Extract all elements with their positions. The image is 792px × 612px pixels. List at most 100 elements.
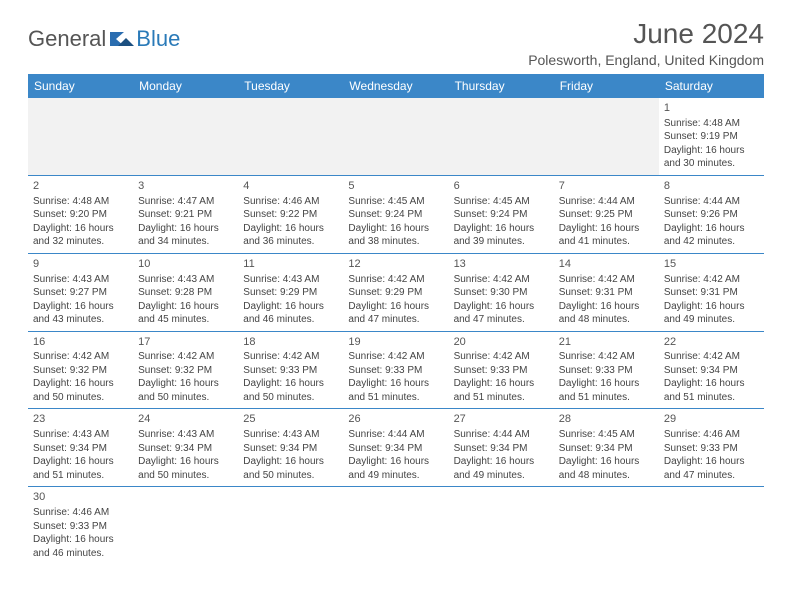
sunset-line: Sunset: 9:34 PM (33, 442, 128, 456)
daylight-line-1: Daylight: 16 hours (348, 377, 443, 391)
calendar-cell: 9Sunrise: 4:43 AMSunset: 9:27 PMDaylight… (28, 253, 133, 331)
day-number: 1 (664, 101, 759, 116)
sunrise-line: Sunrise: 4:42 AM (454, 273, 549, 287)
calendar-week-row: 23Sunrise: 4:43 AMSunset: 9:34 PMDayligh… (28, 409, 764, 487)
daylight-line-2: and 51 minutes. (348, 391, 443, 405)
calendar-cell: 20Sunrise: 4:42 AMSunset: 9:33 PMDayligh… (449, 331, 554, 409)
sunset-line: Sunset: 9:32 PM (33, 364, 128, 378)
sunset-line: Sunset: 9:33 PM (348, 364, 443, 378)
month-title: June 2024 (528, 18, 764, 50)
calendar-week-row: 16 Sunrise: 4:42 AM Sunset: 9:32 PM Dayligh… (28, 331, 764, 409)
day-number: 29 (664, 412, 759, 427)
daylight-line-1: Daylight: 16 hours (33, 300, 128, 314)
calendar-cell: 26Sunrise: 4:44 AMSunset: 9:34 PMDayligh… (343, 409, 448, 487)
day-number: 8 (664, 179, 759, 194)
day-number: 15 (664, 257, 759, 272)
calendar-cell: 13Sunrise: 4:42 AMSunset: 9:30 PMDayligh… (449, 253, 554, 331)
daylight-line-1: Daylight: 16 hours (664, 377, 759, 391)
day-number: 30 (33, 490, 128, 505)
calendar-cell: 10Sunrise: 4:43 AMSunset: 9:28 PMDayligh… (133, 253, 238, 331)
day-number: 25 (243, 412, 338, 427)
calendar-cell: 27Sunrise: 4:44 AMSunset: 9:34 PMDayligh… (449, 409, 554, 487)
daylight-line-2: and 50 minutes. (33, 391, 128, 405)
sunrise-line: Sunrise: 4:43 AM (138, 428, 233, 442)
daylight-line-2: and 47 minutes. (454, 313, 549, 327)
sunrise-line: Sunrise: 4:43 AM (33, 273, 128, 287)
daylight-line-2: and 51 minutes. (33, 469, 128, 483)
daylight-line-2: and 36 minutes. (243, 235, 338, 249)
daylight-line-1: Daylight: 16 hours (243, 222, 338, 236)
daylight-line-1: Daylight: 16 hours (664, 144, 759, 158)
sunset-line: Sunset: 9:29 PM (243, 286, 338, 300)
sunrise-line: Sunrise: 4:43 AM (243, 428, 338, 442)
calendar-cell: 28Sunrise: 4:45 AMSunset: 9:34 PMDayligh… (554, 409, 659, 487)
daylight-line-1: Daylight: 16 hours (138, 300, 233, 314)
daylight-line-1: Daylight: 16 hours (33, 533, 128, 547)
calendar-cell (343, 98, 448, 175)
calendar-cell (28, 98, 133, 175)
sunrise-line: Sunrise: 4:42 AM (454, 350, 549, 364)
calendar-cell: 5Sunrise: 4:45 AMSunset: 9:24 PMDaylight… (343, 175, 448, 253)
calendar-table: SundayMondayTuesdayWednesdayThursdayFrid… (28, 74, 764, 564)
daylight-line-2: and 46 minutes. (243, 313, 338, 327)
day-number: 28 (559, 412, 654, 427)
daylight-line-1: Daylight: 16 hours (559, 300, 654, 314)
calendar-header-row: SundayMondayTuesdayWednesdayThursdayFrid… (28, 74, 764, 98)
daylight-line-1: Daylight: 16 hours (454, 377, 549, 391)
sunrise-line: Sunrise: 4:42 AM (348, 350, 443, 364)
sunrise-line: Sunrise: 4:48 AM (664, 117, 759, 131)
sunset-line: Sunset: 9:34 PM (454, 442, 549, 456)
daylight-line-2: and 48 minutes. (559, 469, 654, 483)
calendar-cell: 23Sunrise: 4:43 AMSunset: 9:34 PMDayligh… (28, 409, 133, 487)
daylight-line-2: and 45 minutes. (138, 313, 233, 327)
sunrise-line: Sunrise: 4:45 AM (348, 195, 443, 209)
day-number: 10 (138, 257, 233, 272)
sunrise-line: Sunrise: 4:43 AM (138, 273, 233, 287)
sunset-line: Sunset: 9:21 PM (138, 208, 233, 222)
day-header: Sunday (28, 74, 133, 98)
daylight-line-2: and 34 minutes. (138, 235, 233, 249)
sunrise-line: Sunrise: 4:42 AM (559, 273, 654, 287)
daylight-line-2: and 48 minutes. (559, 313, 654, 327)
daylight-line-1: Daylight: 16 hours (348, 300, 443, 314)
calendar-cell: 4Sunrise: 4:46 AMSunset: 9:22 PMDaylight… (238, 175, 343, 253)
day-number: 11 (243, 257, 338, 272)
daylight-line-1: Daylight: 16 hours (559, 455, 654, 469)
daylight-line-1: Daylight: 16 hours (559, 222, 654, 236)
daylight-line-1: Daylight: 16 hours (138, 455, 233, 469)
calendar-cell (133, 98, 238, 175)
day-number: 3 (138, 179, 233, 194)
day-header: Wednesday (343, 74, 448, 98)
calendar-cell: 18Sunrise: 4:42 AMSunset: 9:33 PMDayligh… (238, 331, 343, 409)
sunset-line: Sunset: 9:33 PM (664, 442, 759, 456)
calendar-cell: 29Sunrise: 4:46 AMSunset: 9:33 PMDayligh… (659, 409, 764, 487)
brand-logo: General Blue (28, 18, 180, 52)
sunrise-line: Sunrise: 4:45 AM (559, 428, 654, 442)
day-number: 19 (348, 335, 443, 350)
title-block: June 2024 Polesworth, England, United Ki… (528, 18, 764, 68)
sunset-line: Sunset: 9:34 PM (243, 442, 338, 456)
calendar-cell: 11Sunrise: 4:43 AMSunset: 9:29 PMDayligh… (238, 253, 343, 331)
sunrise-line: Sunrise: 4:48 AM (33, 195, 128, 209)
day-number: 12 (348, 257, 443, 272)
calendar-cell: 25Sunrise: 4:43 AMSunset: 9:34 PMDayligh… (238, 409, 343, 487)
day-header: Friday (554, 74, 659, 98)
calendar-cell: 1Sunrise: 4:48 AMSunset: 9:19 PMDaylight… (659, 98, 764, 175)
day-number: 9 (33, 257, 128, 272)
calendar-cell: 22Sunrise: 4:42 AMSunset: 9:34 PMDayligh… (659, 331, 764, 409)
calendar-cell: 16Sunrise: 4:42 AMSunset: 9:32 PMDayligh… (28, 331, 133, 409)
daylight-line-1: Daylight: 16 hours (454, 455, 549, 469)
daylight-line-1: Daylight: 16 hours (348, 222, 443, 236)
day-number: 16 (33, 335, 128, 350)
calendar-cell (133, 487, 238, 564)
daylight-line-2: and 49 minutes. (454, 469, 549, 483)
day-header: Saturday (659, 74, 764, 98)
daylight-line-1: Daylight: 16 hours (243, 300, 338, 314)
sunset-line: Sunset: 9:25 PM (559, 208, 654, 222)
day-header: Tuesday (238, 74, 343, 98)
day-number: 22 (664, 335, 759, 350)
sunset-line: Sunset: 9:20 PM (33, 208, 128, 222)
day-number: 18 (243, 335, 338, 350)
calendar-cell: 12Sunrise: 4:42 AMSunset: 9:29 PMDayligh… (343, 253, 448, 331)
calendar-week-row: 9Sunrise: 4:43 AMSunset: 9:27 PMDaylight… (28, 253, 764, 331)
